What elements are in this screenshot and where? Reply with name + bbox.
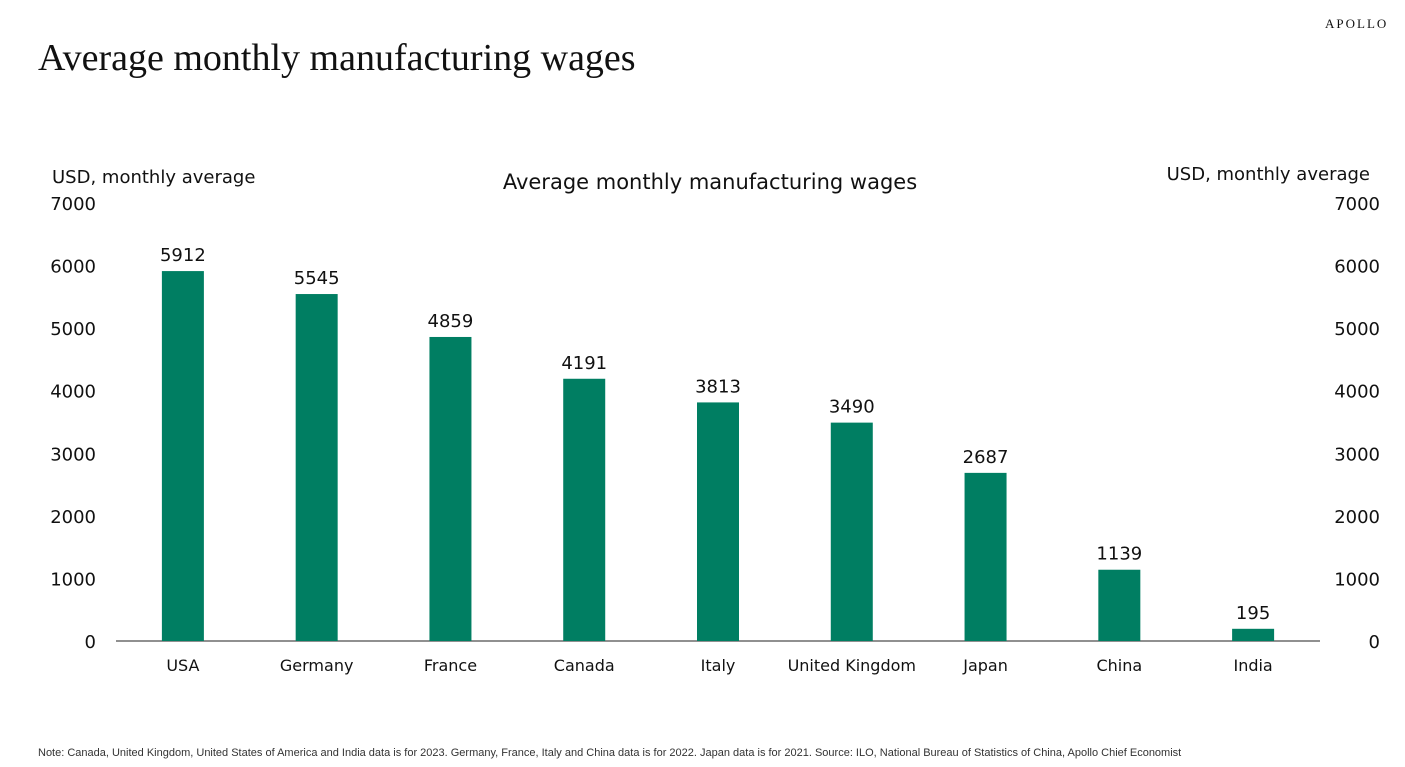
y-tick-label-left: 7000: [50, 194, 96, 215]
y-tick-label-left: 2000: [50, 507, 96, 528]
x-tick-label: India: [1233, 656, 1272, 675]
bar-italy: [697, 402, 739, 641]
data-label: 4191: [561, 353, 607, 374]
x-tick-label: France: [424, 656, 477, 675]
chart-title: Average monthly manufacturing wages: [503, 170, 917, 194]
data-label: 5545: [294, 268, 340, 289]
footnote: Note: Canada, United Kingdom, United Sta…: [38, 747, 1182, 759]
y-tick-label-left: 5000: [50, 319, 96, 340]
bar-usa: [161, 271, 204, 641]
x-tick-label: Japan: [962, 656, 1008, 675]
x-tick-label: USA: [166, 656, 199, 675]
y-tick-label-left: 1000: [50, 569, 96, 590]
data-label: 5912: [160, 245, 206, 266]
y-tick-label-right: 2000: [1334, 507, 1380, 528]
bar-china: [1098, 569, 1141, 641]
y-tick-label-left: 3000: [50, 444, 96, 465]
apollo-logo: APOLLO: [1325, 16, 1389, 31]
y-tick-label-right: 0: [1369, 632, 1380, 653]
y-tick-label-left: 0: [85, 632, 96, 653]
data-label: 4859: [428, 311, 474, 332]
x-tick-label: China: [1096, 656, 1142, 675]
data-label: 3490: [829, 397, 875, 418]
y-axis-label-left: USD, monthly average: [52, 167, 255, 188]
data-label: 1139: [1096, 544, 1142, 565]
data-label: 3813: [695, 376, 741, 397]
data-label: 2687: [963, 447, 1009, 468]
bar-france: [429, 336, 472, 641]
x-tick-label: Canada: [554, 656, 615, 675]
data-label: 195: [1236, 603, 1270, 624]
y-tick-label-right: 5000: [1334, 319, 1380, 340]
bar-canada: [563, 378, 606, 641]
bar-united-kingdom: [830, 422, 873, 641]
y-axis-label-right: USD, monthly average: [1167, 164, 1370, 185]
bar-germany: [295, 294, 338, 641]
y-tick-label-left: 4000: [50, 382, 96, 403]
x-tick-label: Germany: [280, 656, 354, 675]
y-tick-label-right: 6000: [1334, 257, 1380, 278]
x-tick-label: Italy: [701, 656, 736, 675]
bar-japan: [964, 472, 1007, 641]
y-tick-label-right: 3000: [1334, 444, 1380, 465]
y-tick-label-right: 1000: [1334, 569, 1380, 590]
y-tick-label-right: 7000: [1334, 194, 1380, 215]
y-tick-label-right: 4000: [1334, 382, 1380, 403]
bar-india: [1232, 628, 1275, 641]
y-tick-label-left: 6000: [50, 257, 96, 278]
page-title: Average monthly manufacturing wages: [38, 37, 636, 79]
x-tick-label: United Kingdom: [788, 656, 916, 675]
